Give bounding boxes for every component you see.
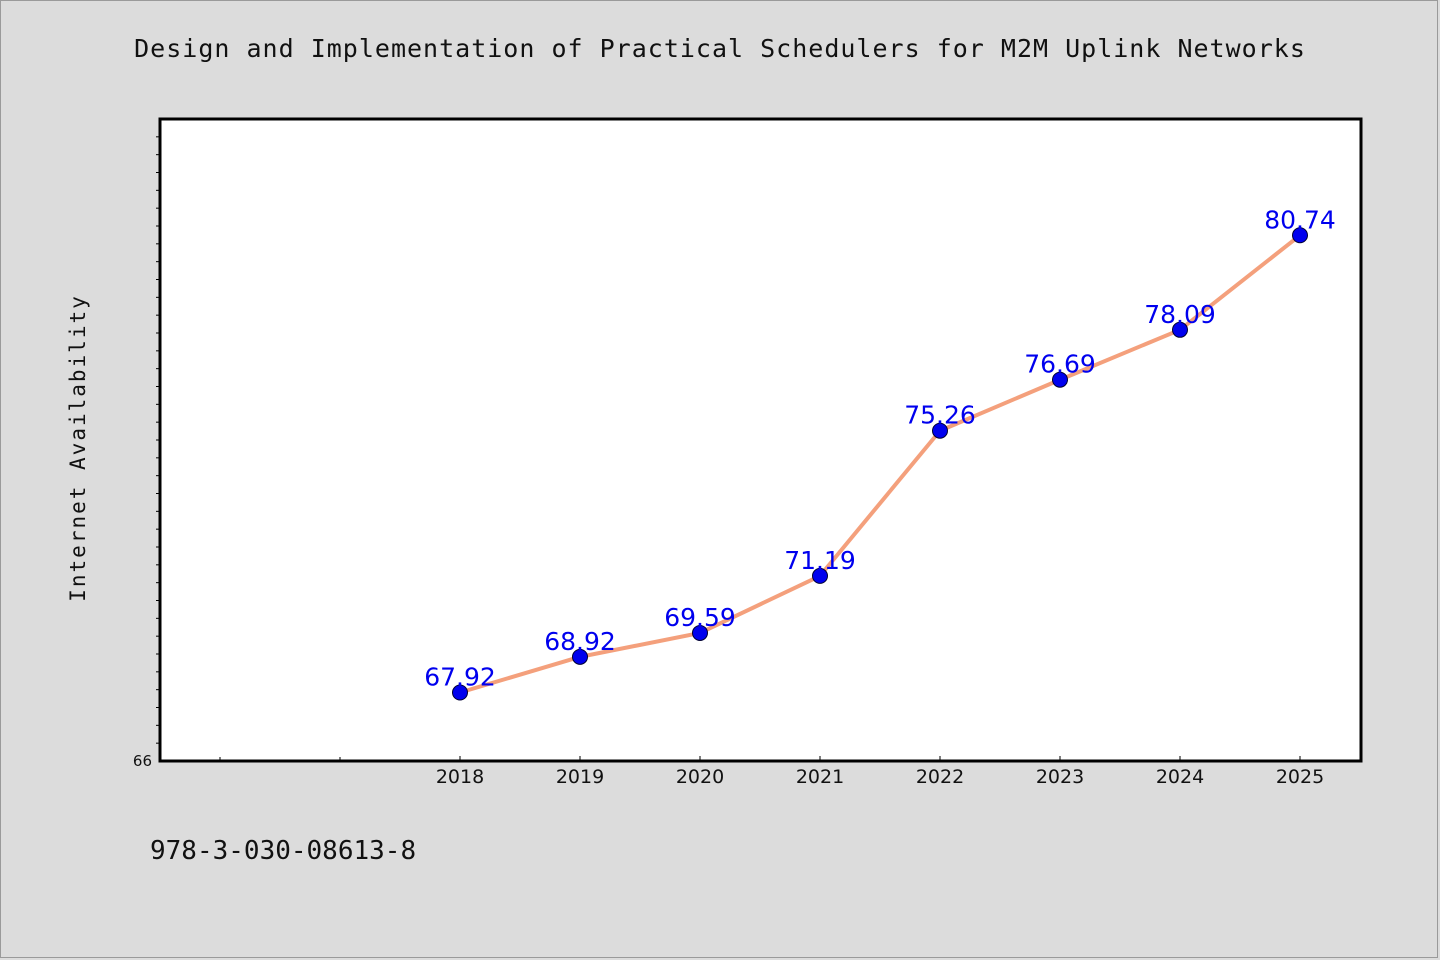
x-tick-label: 2022	[916, 766, 964, 788]
data-point	[692, 624, 708, 641]
data-label: 78.09	[1144, 300, 1216, 329]
x-axis-ticks: 2018 2019 2020 2021 2022 2023 2024 2025	[219, 756, 1324, 788]
series-group	[452, 227, 1308, 701]
series-line	[458, 233, 1302, 695]
data-label: 76.69	[1024, 350, 1096, 379]
plot-area	[158, 117, 1363, 763]
data-label: 75.26	[904, 401, 976, 430]
data-label: 71.19	[784, 546, 856, 575]
y-axis-ticks: 66	[133, 136, 160, 770]
data-label: 69.59	[664, 603, 736, 632]
data-labels: 67.92 68.92 69.59 71.19 75.26 76.69 78.09 80.74	[424, 205, 1336, 691]
data-label: 68.92	[544, 627, 616, 656]
y-tick-label: 66	[133, 752, 152, 770]
data-point	[1052, 371, 1068, 388]
x-tick-label: 2025	[1276, 766, 1324, 788]
data-label: 67.92	[424, 663, 496, 692]
x-tick-label: 2023	[1036, 766, 1084, 788]
data-point	[932, 422, 948, 439]
isbn-label: 978-3-030-08613-8	[150, 836, 417, 866]
x-tick-label: 2018	[436, 766, 484, 788]
x-tick-label: 2020	[676, 766, 724, 788]
x-tick-label: 2024	[1156, 766, 1204, 788]
data-point	[572, 648, 588, 665]
data-point	[1292, 227, 1308, 244]
data-point	[812, 567, 828, 584]
data-point	[1172, 321, 1188, 338]
x-tick-label: 2021	[796, 766, 844, 788]
x-tick-label: 2019	[556, 766, 604, 788]
data-label: 80.74	[1264, 205, 1336, 234]
chart-title: Design and Implementation of Practical S…	[134, 34, 1306, 63]
data-point	[452, 684, 468, 701]
